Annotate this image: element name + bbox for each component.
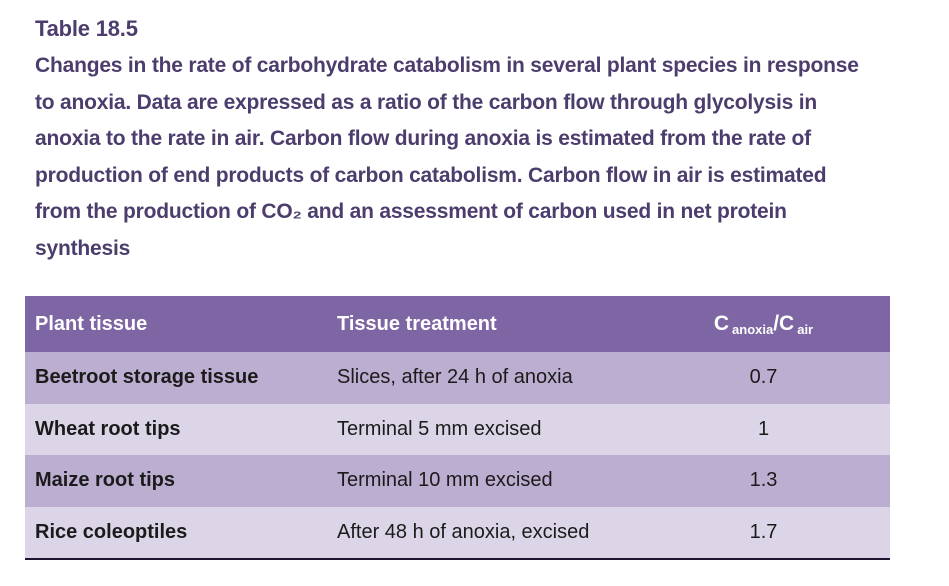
cell-ratio-value: 1 (757, 417, 770, 440)
cell-plant-tissue: Wheat root tips (35, 417, 181, 440)
caption-line-6: synthesis (35, 236, 131, 260)
ratio-header-base-1: C (713, 312, 730, 335)
caption-line-2: to anoxia. Data are expressed as a ratio… (35, 90, 818, 114)
table-caption: Changes in the rate of carbohydrate cata… (35, 48, 949, 267)
table-row-beetroot: Beetroot storage tissue Slices, after 24… (25, 352, 890, 404)
cell-tissue-treatment: After 48 h of anoxia, excised (337, 520, 590, 543)
ratio-header-subscript-anoxia: anoxia (732, 322, 774, 337)
cell-plant-tissue: Beetroot storage tissue (35, 366, 259, 389)
table-row-maize: Maize root tips Terminal 10 mm excised 1… (25, 455, 890, 507)
ratio-header-subscript-air: air (797, 322, 814, 337)
cell-ratio-value: 1.7 (749, 520, 778, 543)
cell-plant-tissue: Rice coleoptiles (35, 520, 188, 543)
table-row-wheat: Wheat root tips Terminal 5 mm excised 1 (25, 403, 890, 455)
cell-ratio-value: 0.7 (749, 366, 778, 389)
caption-line-3: anoxia to the rate in air. Carbon flow d… (35, 127, 811, 150)
cell-plant-tissue: Maize root tips (35, 469, 176, 492)
cell-ratio-value: 1.3 (749, 469, 778, 492)
ratio-header-base-2: /C (773, 312, 795, 335)
cell-tissue-treatment: Terminal 5 mm excised (337, 417, 542, 440)
cell-tissue-treatment: Terminal 10 mm excised (337, 469, 553, 492)
table-title: Table 18.5 (35, 16, 138, 41)
caption-line-5: from the production of CO₂ and an assess… (35, 200, 787, 223)
caption-line-1: Changes in the rate of carbohydrate cata… (35, 54, 859, 77)
table-row-rice: Rice coleoptiles After 48 h of anoxia, e… (25, 506, 890, 558)
caption-line-4: production of end products of carbon cat… (35, 163, 827, 187)
header-tissue-treatment: Tissue treatment (337, 312, 497, 335)
document-page: Table 18.5 Changes in the rate of carboh… (25, 16, 949, 560)
header-plant-tissue: Plant tissue (35, 312, 148, 335)
cell-tissue-treatment: Slices, after 24 h of anoxia (337, 366, 573, 389)
